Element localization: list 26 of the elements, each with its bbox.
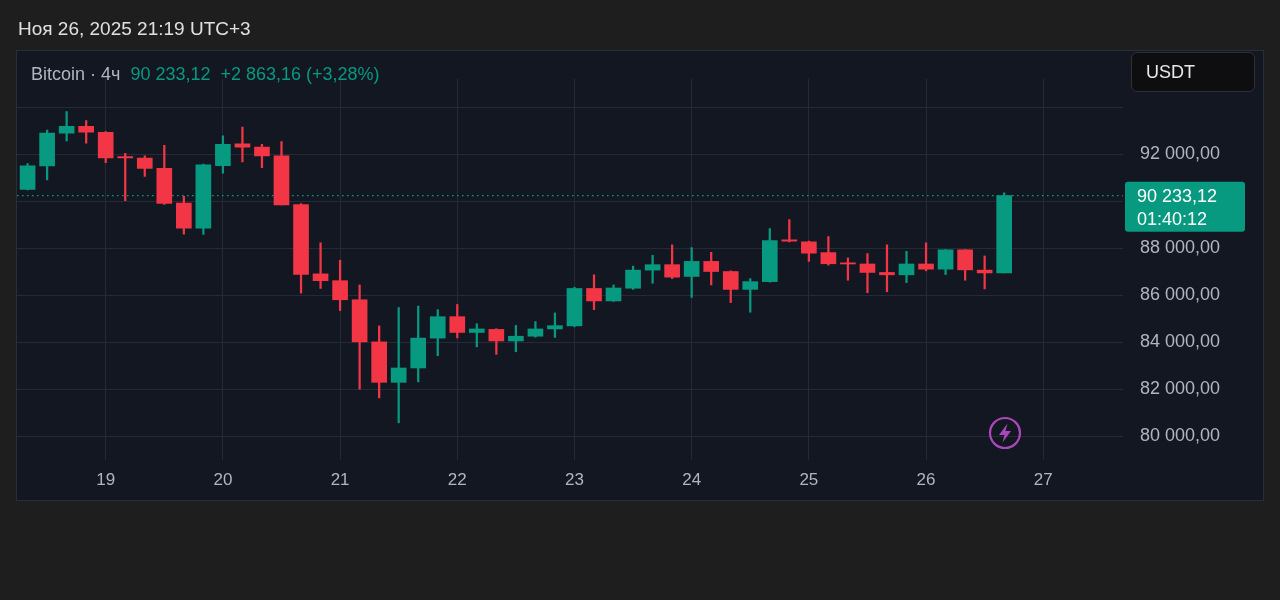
- y-tick-label: 86 000,00: [1140, 284, 1221, 305]
- x-tick-label: 25: [799, 469, 819, 489]
- y-tick-label: 92 000,00: [1140, 143, 1221, 164]
- candlestick: [234, 126, 251, 163]
- candlestick: [859, 253, 876, 294]
- y-axis-title: USDT: [1131, 52, 1255, 92]
- candlestick: [644, 254, 661, 284]
- x-tick-label: 22: [447, 469, 467, 489]
- annotation: +2 863,16 (+3,28%): [220, 64, 380, 84]
- x-tick-label: 19: [96, 469, 116, 489]
- candlestick: [312, 242, 329, 289]
- x-tick-label: 23: [565, 469, 584, 489]
- chart-title: Ноя 26, 2025 21:19 UTC+3: [18, 18, 251, 40]
- x-tick-label: 26: [916, 469, 936, 489]
- y-tick-label: 88 000,00: [1140, 237, 1221, 258]
- annotation: 90 233,12: [130, 64, 211, 84]
- y-tick-label: 80 000,00: [1140, 425, 1221, 446]
- text: 01:40:12: [1137, 208, 1208, 229]
- y-tick-label: 82 000,00: [1140, 378, 1221, 399]
- x-tick-label: 24: [682, 469, 702, 489]
- x-tick-label: 20: [213, 469, 233, 489]
- chart-subtitle: Bitcoin · 4ч: [31, 64, 121, 84]
- y-tick-label: 84 000,00: [1140, 331, 1221, 352]
- x-tick-label: 21: [330, 469, 350, 489]
- ref-line-label: 90 233,12: [1137, 185, 1218, 206]
- x-tick-label: 27: [1033, 469, 1053, 489]
